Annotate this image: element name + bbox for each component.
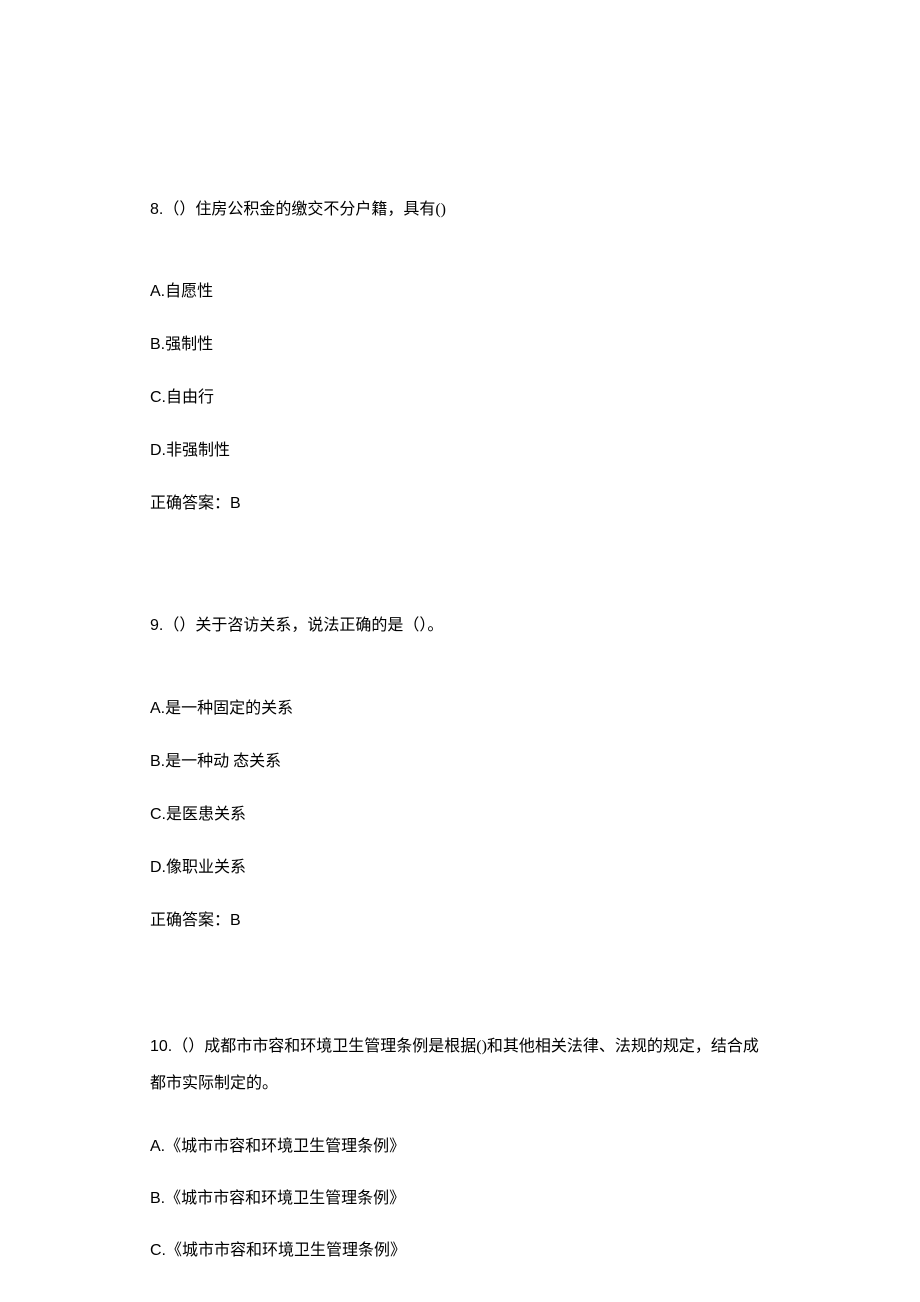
option-d: D.像职业关系 xyxy=(150,856,770,880)
option-letter: B. xyxy=(150,336,165,353)
option-c: C.自由行 xyxy=(150,386,770,410)
option-b: B.强制性 xyxy=(150,333,770,357)
option-text: 强制性 xyxy=(165,336,213,353)
answer-line: 正确答案：B xyxy=(150,492,770,516)
question-block-9: 9.（）关于咨访关系，说法正确的是（）。 A.是一种固定的关系 B.是一种动 态… xyxy=(150,611,770,932)
option-text: 《城市市容和环境卫生管理条例》 xyxy=(166,1242,406,1259)
question-text: 8.（）住房公积金的缴交不分户籍，具有() xyxy=(150,195,770,225)
option-a: A.《城市市容和环境卫生管理条例》 xyxy=(150,1135,770,1159)
option-text: 自由行 xyxy=(166,389,214,406)
option-letter: B. xyxy=(150,1190,165,1207)
option-text: 是一种动 态关系 xyxy=(165,753,281,770)
option-a: A.自愿性 xyxy=(150,280,770,304)
question-block-10: 10.（）成都市市容和环境卫生管理条例是根据()和其他相关法律、法规的规定，结合… xyxy=(150,1028,770,1263)
answer-value: B xyxy=(230,495,241,512)
option-letter: C. xyxy=(150,806,166,823)
option-letter: D. xyxy=(150,442,166,459)
answer-value: B xyxy=(230,912,241,929)
option-letter: A. xyxy=(150,700,165,717)
option-letter: C. xyxy=(150,389,166,406)
option-letter: B. xyxy=(150,753,165,770)
option-text: 非强制性 xyxy=(166,442,230,459)
option-c: C.《城市市容和环境卫生管理条例》 xyxy=(150,1239,770,1263)
question-stem: （）关于咨访关系，说法正确的是（）。 xyxy=(163,617,443,634)
option-d: D.非强制性 xyxy=(150,439,770,463)
answer-label: 正确答案： xyxy=(150,495,230,512)
option-text: 是一种固定的关系 xyxy=(165,700,293,717)
option-text: 是医患关系 xyxy=(166,806,246,823)
question-text: 10.（）成都市市容和环境卫生管理条例是根据()和其他相关法律、法规的规定，结合… xyxy=(150,1028,770,1103)
option-text: 《城市市容和环境卫生管理条例》 xyxy=(165,1190,405,1207)
question-text: 9.（）关于咨访关系，说法正确的是（）。 xyxy=(150,611,770,641)
answer-label: 正确答案： xyxy=(150,912,230,929)
option-text: 《城市市容和环境卫生管理条例》 xyxy=(165,1138,405,1155)
option-text: 像职业关系 xyxy=(166,859,246,876)
option-b: B.《城市市容和环境卫生管理条例》 xyxy=(150,1187,770,1211)
option-letter: A. xyxy=(150,283,165,300)
question-stem: （）成都市市容和环境卫生管理条例是根据()和其他相关法律、法规的规定，结合成都市… xyxy=(150,1038,759,1093)
question-number: 10. xyxy=(150,1038,172,1055)
question-number: 9. xyxy=(150,617,163,634)
question-block-8: 8.（）住房公积金的缴交不分户籍，具有() A.自愿性 B.强制性 C.自由行 … xyxy=(150,195,770,516)
option-b: B.是一种动 态关系 xyxy=(150,750,770,774)
option-a: A.是一种固定的关系 xyxy=(150,697,770,721)
option-text: 自愿性 xyxy=(165,283,213,300)
option-letter: C. xyxy=(150,1242,166,1259)
question-stem: （）住房公积金的缴交不分户籍，具有() xyxy=(163,201,446,218)
option-letter: D. xyxy=(150,859,166,876)
answer-line: 正确答案：B xyxy=(150,909,770,933)
option-letter: A. xyxy=(150,1138,165,1155)
option-c: C.是医患关系 xyxy=(150,803,770,827)
question-number: 8. xyxy=(150,201,163,218)
